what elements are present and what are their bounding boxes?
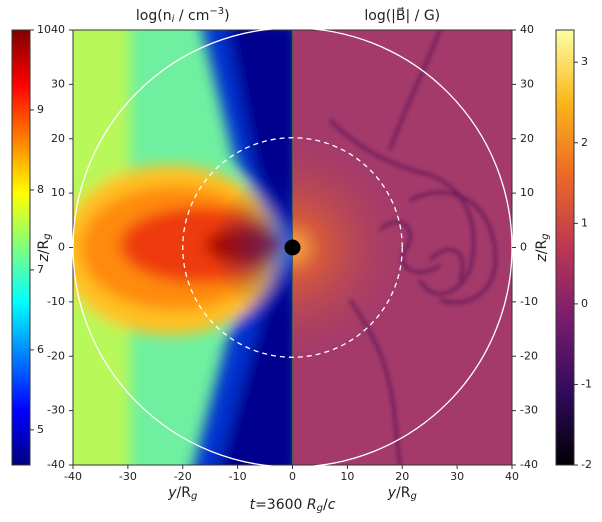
axis-label: y/Rg (387, 485, 417, 502)
colorbar-tick-label: 0 (581, 297, 588, 310)
colorbar-tick-label: 9 (37, 103, 44, 116)
axis-label: z/Rg (36, 233, 53, 262)
panel-title: log(ni / cm−3) (136, 6, 230, 25)
density-field (73, 30, 293, 465)
axis-label: y/Rg (167, 485, 197, 502)
x-tick-label: 30 (450, 470, 464, 483)
colorbar-tick-label: 1 (581, 216, 588, 229)
x-tick-label: -40 (64, 470, 82, 483)
y-tick-label: 20 (520, 132, 534, 145)
y-tick-label: -30 (520, 404, 538, 417)
black-hole (284, 239, 301, 256)
y-tick-label: -40 (520, 458, 538, 471)
x-tick-label: -10 (229, 470, 247, 483)
y-tick-label: 30 (520, 77, 534, 90)
colorbar-tick-label: 3 (581, 55, 588, 68)
x-tick-label: -20 (174, 470, 192, 483)
colorbar-tick-label: 8 (37, 183, 44, 196)
colorbar-tick-label: 5 (37, 423, 44, 436)
colorbar-tick-label: 2 (581, 136, 588, 149)
x-tick-label: 10 (340, 470, 354, 483)
colorbar (11, 29, 31, 466)
y-tick-label: 20 (51, 132, 65, 145)
y-tick-label: 0 (58, 241, 65, 254)
y-tick-label: 0 (520, 241, 527, 254)
axis-label: z/Rg (534, 233, 551, 262)
y-tick-label: -40 (47, 458, 65, 471)
x-tick-label: 0 (289, 470, 296, 483)
colorbar-tick-label: 6 (37, 343, 44, 356)
y-tick-label: -10 (47, 295, 65, 308)
x-tick-label: 20 (395, 470, 409, 483)
x-tick-label: 40 (505, 470, 519, 483)
y-tick-label: 10 (51, 186, 65, 199)
y-tick-label: -30 (47, 404, 65, 417)
y-tick-label: -20 (47, 349, 65, 362)
time-annotation: t=3600 Rg/c (250, 497, 336, 514)
y-tick-label: 30 (51, 77, 65, 90)
y-tick-label: -20 (520, 349, 538, 362)
y-tick-label: -10 (520, 295, 538, 308)
colorbar-tick-label: 7 (37, 263, 44, 276)
y-tick-label: 40 (51, 23, 65, 36)
y-tick-label: 40 (520, 23, 534, 36)
x-tick-label: -30 (119, 470, 137, 483)
colorbar-tick-label: -1 (581, 377, 592, 390)
y-tick-label: 10 (520, 186, 534, 199)
colorbar-tick-label: 10 (37, 23, 51, 36)
colorbar-tick-label: -2 (581, 458, 592, 471)
inner-circle (182, 137, 403, 358)
panel-title: log(|B⃗| / G) (364, 6, 440, 24)
colorbar (555, 29, 575, 466)
